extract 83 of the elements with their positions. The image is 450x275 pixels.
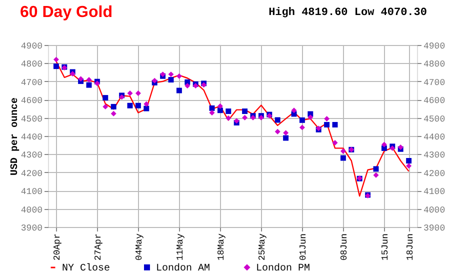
point <box>373 166 379 172</box>
legend-label: London AM <box>156 262 210 274</box>
x-tick-label: 27Apr <box>94 234 104 261</box>
point <box>308 114 314 120</box>
x-tick-label: 25May <box>258 232 268 261</box>
y-tick-label: 4000 <box>20 205 42 216</box>
text: High 4819.60 Low 4070.30 <box>268 7 427 19</box>
point <box>226 115 232 121</box>
x-tick-label: 18Jun <box>405 234 416 261</box>
point <box>86 82 92 88</box>
point <box>176 73 182 79</box>
point <box>332 122 338 128</box>
point <box>299 117 305 123</box>
y2-tick-label: 4700 <box>424 78 446 88</box>
point <box>242 108 248 114</box>
y2-tick-label: 4900 <box>424 42 446 52</box>
y-tick-label: 4100 <box>20 187 42 198</box>
x-tick-label: 20Apr <box>52 234 63 261</box>
point <box>127 90 133 96</box>
point <box>381 145 387 151</box>
point <box>373 172 379 178</box>
y2-tick-label: 4500 <box>424 114 446 124</box>
point <box>110 110 116 116</box>
y2-tick-label: 3900 <box>424 224 446 234</box>
y-tick-label: 4800 <box>20 60 42 70</box>
y-axis-title: USD per ounce <box>10 97 21 176</box>
y-tick-label: 3900 <box>20 224 42 234</box>
point <box>332 140 338 146</box>
point <box>53 64 59 70</box>
y-tick-label: 4900 <box>20 42 42 52</box>
y2-tick-label: 4300 <box>424 150 446 161</box>
x-tick-label: 15Jun <box>380 234 391 261</box>
point <box>184 83 190 89</box>
point <box>381 142 387 148</box>
point <box>102 95 108 101</box>
y-tick-label: 4400 <box>20 132 42 142</box>
legend-label: NY Close <box>62 262 110 274</box>
y2-tick-label: 4400 <box>424 132 446 142</box>
point <box>53 56 59 62</box>
chart-title: 60 Day Gold <box>20 4 112 21</box>
point <box>168 77 174 82</box>
y-tick-label: 4300 <box>20 150 42 161</box>
point <box>168 72 174 78</box>
point <box>324 116 330 122</box>
y2-tick-label: 4800 <box>424 60 446 70</box>
x-tick-label: 04May <box>134 232 145 261</box>
y-tick-label: 4700 <box>20 78 42 88</box>
point <box>209 110 215 116</box>
y-tick-label: 4500 <box>20 114 42 124</box>
point <box>283 135 289 141</box>
y-tick-label: 4600 <box>20 96 42 106</box>
point <box>299 124 305 130</box>
x-tick-label: 11May <box>176 232 186 261</box>
legend-label: London PM <box>256 262 310 274</box>
point <box>242 114 248 120</box>
y-tick-label: 4200 <box>20 168 42 179</box>
point <box>144 106 150 112</box>
x-tick-label: 08Jun <box>340 234 350 261</box>
point <box>340 148 346 154</box>
point <box>406 163 412 169</box>
y2-tick-label: 4600 <box>424 96 446 106</box>
point <box>217 108 223 114</box>
point <box>135 102 141 108</box>
point <box>217 103 223 109</box>
x-tick-label: 01Jun <box>298 234 309 261</box>
point <box>274 117 280 123</box>
point <box>102 104 108 110</box>
point <box>406 158 412 164</box>
point <box>127 102 133 108</box>
point <box>340 155 346 161</box>
point <box>274 128 280 134</box>
point <box>291 108 297 114</box>
point <box>135 90 141 96</box>
point <box>110 104 116 110</box>
y2-tick-label: 4200 <box>424 168 446 179</box>
point <box>226 108 232 114</box>
y2-tick-label: 4100 <box>424 187 446 198</box>
point <box>176 88 182 94</box>
point <box>283 130 289 136</box>
y2-tick-label: 4000 <box>424 205 446 216</box>
x-tick-label: 18May <box>216 232 227 261</box>
point <box>144 101 150 107</box>
point <box>324 122 330 128</box>
